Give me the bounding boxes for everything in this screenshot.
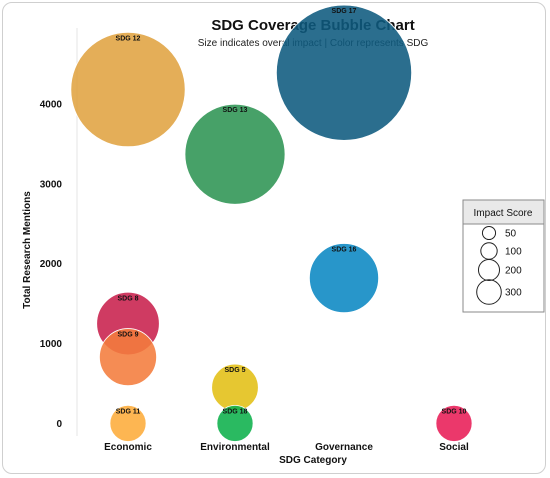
x-tick-label: Governance: [315, 442, 373, 453]
y-axis-label: Total Research Mentions: [22, 191, 33, 309]
bubble-label: SDG 10: [442, 408, 467, 415]
y-tick-label: 4000: [40, 99, 63, 110]
legend-size-circle: [481, 225, 497, 241]
bubble-label: SDG 12: [116, 35, 141, 42]
bubble-label: SDG 5: [224, 367, 245, 374]
legend-items: 50 100 200 300: [476, 225, 522, 305]
legend-size-label: 200: [505, 266, 522, 277]
bubble-sdg-11: [109, 404, 147, 442]
bubble-label: SDG 8: [117, 295, 138, 302]
bubble-sdg-12: [70, 31, 186, 148]
y-tick-label: 2000: [40, 259, 63, 270]
bubble-label: SDG 9: [117, 332, 138, 339]
bubble-sdg-10: [435, 404, 473, 442]
x-tick-label: Social: [439, 442, 469, 453]
bubble-label: SDG 18: [223, 408, 248, 415]
y-tick-label: 0: [56, 419, 62, 430]
bubble-sdg-13: [184, 103, 286, 205]
legend-size-label: 300: [505, 288, 522, 299]
bubble-sdg-16: [308, 243, 380, 314]
legend-size-label: 100: [505, 247, 522, 258]
legend-header: [462, 199, 545, 225]
legend-size-label: 50: [505, 229, 517, 240]
bubble-sdg-9: [99, 328, 157, 387]
bubbles: SDG 12 SDG 8 SDG 9 SDG 11 SDG 13 SDG 5 SDG 18 S…: [70, 4, 473, 442]
y-tick-label: 3000: [40, 179, 63, 190]
y-tick-label: 1000: [40, 339, 63, 350]
bubble-label: SDG 13: [223, 107, 248, 114]
legend-size-circle: [477, 258, 501, 282]
bubble-sdg-18: [216, 404, 254, 442]
bubble-label: SDG 11: [116, 408, 141, 415]
x-ticks: Economic Environmental Governance Social: [104, 442, 469, 453]
bubble-label: SDG 16: [332, 246, 357, 253]
x-tick-label: Economic: [104, 442, 152, 453]
legend: Impact Score 50 100 200 300: [462, 199, 545, 313]
x-axis-label: SDG Category: [279, 455, 347, 466]
x-tick-label: Environmental: [200, 442, 270, 453]
bubble-label: SDG 17: [332, 8, 357, 15]
legend-title: Impact Score: [474, 208, 533, 219]
legend-size-circle: [476, 279, 502, 305]
bubble-sdg-17: [275, 4, 413, 141]
y-ticks: 0 1000 2000 3000 4000: [40, 99, 63, 429]
